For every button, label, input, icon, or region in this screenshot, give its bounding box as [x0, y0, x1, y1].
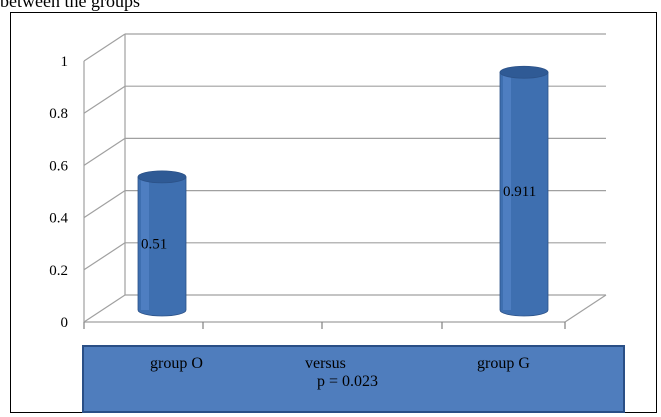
bar-group-o: 0.51	[137, 170, 187, 317]
chart-svg: 0 0.2 0.4 0.6 0.8 1 0.51 0.911	[49, 33, 607, 331]
gridline-diagonal	[83, 137, 126, 166]
bars: 0.51 0.911	[137, 65, 549, 317]
gridline-diagonal	[83, 33, 126, 62]
bar-body	[137, 176, 187, 317]
gridline-diagonal	[83, 85, 126, 114]
y-tick-label: 0.2	[49, 263, 68, 279]
x-label-group-o: group O	[150, 355, 203, 372]
gridline-diagonal	[83, 294, 126, 323]
y-tick-label: 1	[61, 54, 69, 70]
gridline-diagonal	[83, 242, 126, 271]
y-tick-label: 0	[61, 315, 69, 331]
bar-top	[137, 170, 187, 184]
y-tick-label: 0.8	[49, 106, 68, 122]
chart-frame: 0 0.2 0.4 0.6 0.8 1 0.51 0.911 group O versus …	[10, 12, 657, 413]
x-category-box: group O versus group G p = 0.023	[82, 345, 625, 413]
y-tick-labels: 0 0.2 0.4 0.6 0.8 1	[49, 54, 68, 331]
y-tick-label: 0.4	[49, 211, 68, 227]
y-tick-label: 0.6	[49, 158, 68, 174]
bar-group-g: 0.911	[499, 65, 549, 317]
floor-right-edge	[564, 294, 607, 323]
bar-highlight	[503, 72, 511, 310]
bar-top	[499, 65, 549, 79]
x-label-versus: versus	[305, 355, 346, 372]
gridline-diagonal	[83, 190, 126, 219]
figure-caption: between the groups	[0, 0, 140, 11]
p-value-label: p = 0.023	[317, 373, 379, 390]
bar-highlight	[141, 176, 149, 310]
x-label-group-g: group G	[477, 355, 530, 372]
bar-body	[499, 71, 549, 317]
bar-data-label: 0.911	[503, 184, 536, 200]
bar-data-label: 0.51	[141, 236, 167, 252]
